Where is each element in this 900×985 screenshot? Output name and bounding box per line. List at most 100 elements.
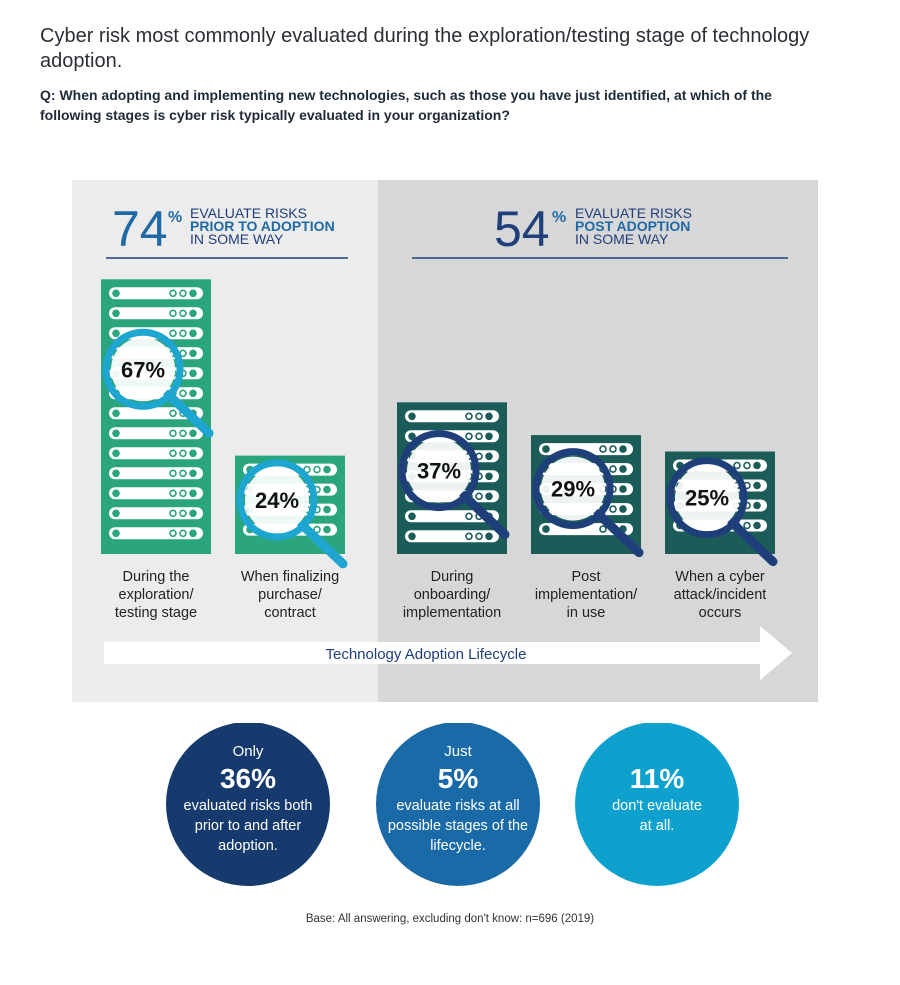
- bar-slot-dot: [465, 512, 473, 521]
- summary-post-value: 54: [494, 201, 550, 257]
- bar-slot: [109, 487, 203, 500]
- category-label: implementation/: [535, 587, 638, 603]
- bar-slot-dot: [179, 509, 187, 518]
- category-label: When finalizing: [241, 569, 339, 585]
- bar-slot-dot: [112, 409, 120, 418]
- bar-slot-dot: [189, 469, 197, 478]
- bar-slot-dot: [323, 505, 331, 514]
- summary-post-unit: %: [552, 209, 566, 226]
- bar-slot-dot: [179, 489, 187, 498]
- bar-slot: [109, 307, 203, 320]
- magnifier-ring: [236, 459, 318, 541]
- bar-slot-dot: [169, 509, 177, 518]
- category-label: in use: [567, 605, 606, 621]
- circle-no-eval-value: 11%: [629, 763, 685, 794]
- bar-slot-dot: [485, 432, 493, 441]
- bar-slot-dot: [323, 525, 331, 534]
- bar-slot-dot: [619, 505, 627, 513]
- bar: 24% When finalizing purchase/contract: [235, 455, 348, 621]
- bar-slot-dot: [475, 492, 483, 501]
- bar-slot-dot: [475, 432, 483, 441]
- category-label: During the: [123, 569, 190, 585]
- bar-slot-dot: [485, 492, 493, 501]
- summary-post-line2: POST ADOPTION: [575, 218, 690, 234]
- category-label: exploration/: [119, 587, 195, 603]
- circle-no-eval-text: 11% don't evaluate at all.: [582, 762, 732, 836]
- bar-slot-dot: [743, 521, 751, 530]
- bar-slot-dot: [609, 465, 617, 473]
- bar-slot-dot: [323, 465, 331, 474]
- circle-both-pre: Only: [232, 743, 264, 760]
- bar-value-label: 37%: [417, 459, 461, 484]
- bar-slot-dot: [179, 449, 187, 458]
- bar-slot-dot: [408, 432, 416, 441]
- bar-slot-dot: [485, 412, 493, 421]
- bar-slot: [405, 510, 499, 523]
- bar-slot-dot: [743, 461, 751, 470]
- circle-both-line: evaluated risks both: [183, 798, 313, 814]
- bar-slot-dot: [189, 349, 197, 358]
- bar-slot-dot: [112, 529, 120, 538]
- circle-no-eval: [575, 723, 739, 886]
- bar-slot-dot: [169, 469, 177, 478]
- bar-slot-dot: [112, 429, 120, 438]
- bar-slot: [109, 527, 203, 540]
- circle-all-stages: [376, 723, 540, 886]
- category-label: onboarding/: [414, 587, 492, 603]
- bar-slot-dot: [619, 465, 627, 473]
- bar-slot-dot: [189, 369, 197, 378]
- bar-slot-dot: [169, 309, 177, 318]
- bar-slot-dot: [753, 461, 761, 470]
- bar-slot: [109, 287, 203, 300]
- circle-no-eval-line: don't evaluate: [612, 798, 702, 814]
- bar-slot-dot: [179, 429, 187, 438]
- bar-slot-dot: [179, 529, 187, 538]
- magnifier-handle: [459, 491, 510, 540]
- category-label: testing stage: [115, 605, 197, 621]
- bar-slot-dot: [619, 485, 627, 493]
- circle-both-value: 36%: [219, 763, 277, 794]
- bar-slot-dot: [189, 489, 197, 498]
- bar-slot-dot: [189, 289, 197, 298]
- circle-all-stages-value: 5%: [437, 763, 479, 794]
- magnifier-glass: [407, 438, 471, 503]
- summary-prior-unit: %: [168, 209, 182, 226]
- summary-post-line1: EVALUATE RISKS: [575, 205, 692, 221]
- bar-slot: [109, 467, 203, 480]
- bar-slot: [109, 427, 203, 440]
- category-label: attack/incident: [674, 587, 767, 603]
- circle-all-stages-line: evaluate risks at all: [396, 798, 520, 814]
- bar: 67% During the exploration/testing stage: [101, 279, 214, 621]
- bar-slot-dot: [465, 412, 473, 421]
- bar-slot-dot: [542, 445, 550, 453]
- circle-all-stages-pre: Just: [444, 743, 472, 760]
- bar-slot: [109, 507, 203, 520]
- bar-group: 67% During the exploration/testing stage 24…: [101, 279, 778, 621]
- bar-slot: [405, 410, 499, 423]
- circle-all-stages-line: possible stages of the: [387, 818, 529, 834]
- bar-slot-dot: [179, 309, 187, 318]
- bar-slot-dot: [408, 532, 416, 541]
- bar-slot-dot: [323, 485, 331, 494]
- bar-slot-dot: [465, 432, 473, 441]
- summary-prior: 74 % EVALUATE RISKS PRIOR TO ADOPTION IN…: [106, 201, 348, 259]
- summary-post: 54 % EVALUATE RISKS POST ADOPTION IN SOM…: [412, 201, 788, 259]
- bar-slot-dot: [599, 445, 607, 453]
- base-note: Base: All answering, excluding don't kno…: [305, 913, 595, 925]
- magnifier-handle: [297, 520, 348, 569]
- summary-prior-line2: PRIOR TO ADOPTION: [190, 218, 335, 234]
- bar-slot-dot: [179, 329, 187, 338]
- bar-slot-dot: [733, 461, 741, 470]
- page-title: Cyber risk most commonly evaluated durin…: [40, 25, 810, 72]
- category-label: During: [431, 569, 474, 585]
- category-label: implementation: [403, 605, 501, 621]
- bar: 25% When a cyber attack/incident occurs: [665, 451, 778, 621]
- bar-slot-dot: [408, 412, 416, 421]
- bar-value-label: 67%: [121, 357, 165, 382]
- bar-slot-dot: [169, 429, 177, 438]
- magnifier-ring: [102, 328, 184, 410]
- summary-prior-value: 74: [112, 201, 168, 257]
- magnifier-ring: [666, 457, 748, 539]
- bar-slot-dot: [485, 452, 493, 461]
- bar-slot-dot: [753, 501, 761, 510]
